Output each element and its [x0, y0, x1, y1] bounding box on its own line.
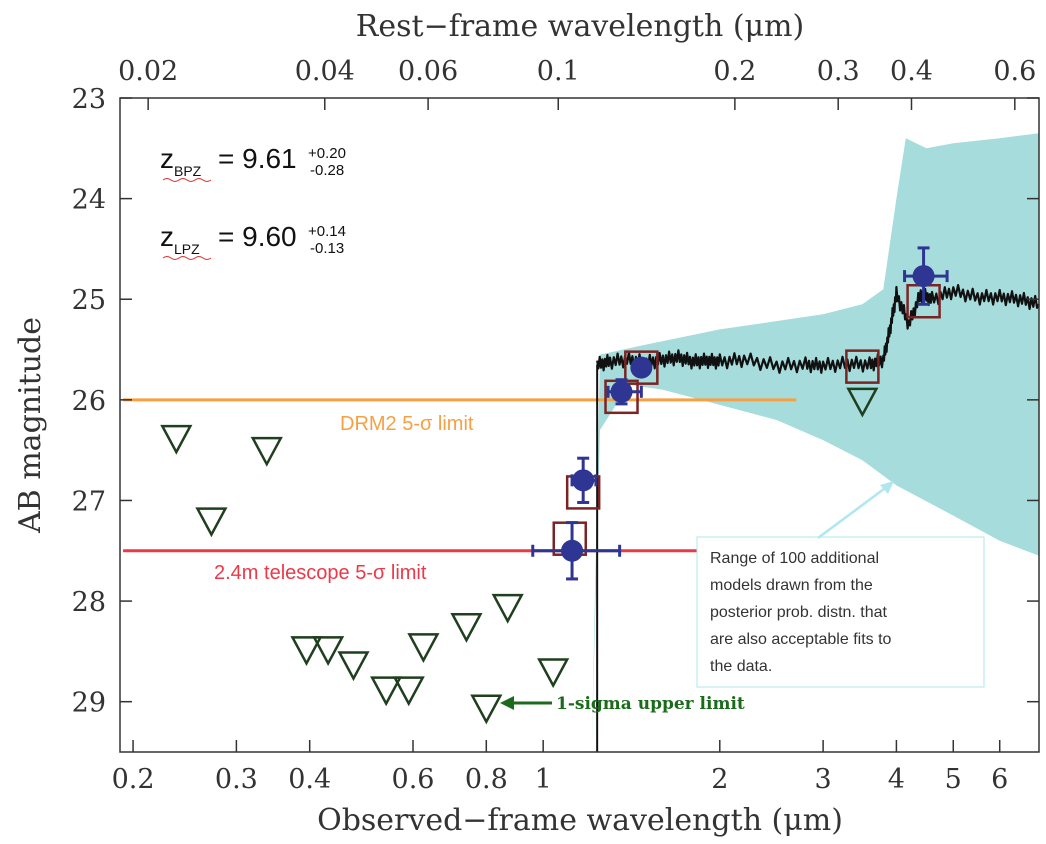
upper-limit-triangle-11 [491, 593, 524, 624]
detection-0 [531, 521, 622, 581]
model-range-band [591, 133, 1039, 752]
upper-limit-markers [160, 387, 879, 725]
model-photometry-square-3 [624, 350, 659, 385]
y-tick-label-5: 28 [72, 587, 106, 618]
x-tick-label-5: 1 [535, 764, 552, 795]
callout-arrow-head [880, 481, 894, 494]
y-axis-ticks: 23 24 25 26 27 28 29 [72, 84, 1039, 719]
best-fit-sed-line [596, 284, 1040, 374]
redshift-minus-1: -0.13 [310, 240, 344, 257]
spellcheck-squiggle-0 [162, 178, 212, 182]
upper-limit-triangle-4 [312, 636, 345, 667]
redshift-subscript-0: BPZ [174, 163, 202, 179]
upper-limit-triangle-7 [392, 676, 425, 707]
model-photometry-square-4 [845, 349, 880, 384]
redshift-subscript-1: LPZ [174, 241, 200, 257]
x-tick-label-1: 0.3 [215, 764, 258, 795]
x-tick-label-3: 0.6 [392, 764, 435, 795]
callout-line-4: the data. [710, 658, 772, 675]
upper-limit-triangle-3 [290, 636, 323, 667]
detection-point-3 [630, 356, 653, 379]
x2-tick-label-4: 0.2 [713, 56, 756, 87]
callout-arrow-line [817, 481, 893, 540]
y-tick-label-2: 25 [72, 285, 106, 316]
upper-limit-triangle-9 [450, 612, 483, 643]
upper-limit-triangle-6 [370, 676, 403, 707]
redshift-annotations: z BPZ = 9.61 +0.20-0.28z LPZ = 9.60 +0.14-0.13 [160, 143, 346, 260]
x2-tick-label-2: 0.06 [398, 56, 458, 87]
detection-point-4 [912, 265, 935, 288]
x-tick-label-7: 3 [815, 764, 832, 795]
callout-line-1: models drawn from the [710, 577, 873, 594]
callout-line-3: are also acceptable fits to [710, 631, 892, 648]
x2-tick-label-6: 0.4 [890, 56, 933, 87]
y-axis-title: AB magnitude [13, 317, 48, 534]
y-tick-label-1: 24 [72, 185, 106, 216]
x-tick-label-0: 0.2 [112, 764, 155, 795]
x-tick-label-9: 5 [945, 764, 962, 795]
upper-limit-label: 1-sigma upper limit [556, 694, 745, 714]
x2-tick-label-1: 0.04 [295, 56, 355, 87]
redshift-annotation-0: z BPZ = 9.61 +0.20-0.28 [160, 143, 346, 182]
limit-line-label-1: 2.4m telescope 5-σ limit [214, 562, 427, 584]
x-tick-label-8: 4 [888, 764, 905, 795]
redshift-annotation-1: z LPZ = 9.60 +0.14-0.13 [160, 221, 346, 260]
upper-limit-annotation: 1-sigma upper limit [500, 694, 745, 714]
x-tick-label-2: 0.4 [288, 764, 331, 795]
upper-limit-triangle-13 [846, 387, 879, 418]
x2-axis-ticks: 0.02 0.04 0.06 0.1 0.2 0.3 0.4 0.6 [118, 56, 1036, 110]
callout-line-0: Range of 100 additional [710, 550, 879, 567]
detection-point-0 [561, 539, 584, 562]
limit-line-label-0: DRM2 5-σ limit [340, 413, 474, 435]
x-tick-label-10: 6 [991, 764, 1008, 795]
y-tick-label-4: 27 [72, 486, 106, 517]
redshift-plus-1: +0.14 [308, 223, 346, 240]
x2-tick-label-7: 0.6 [993, 56, 1036, 87]
detection-point-2 [610, 380, 633, 403]
callout: Range of 100 additional models drawn from… [696, 481, 985, 688]
x-axis-title: Observed−frame wavelength (μm) [317, 803, 843, 838]
redshift-value-1: = 9.60 [218, 221, 297, 252]
upper-limit-triangle-5 [337, 651, 370, 682]
x2-axis-title: Rest−frame wavelength (μm) [356, 9, 804, 44]
upper-limit-triangle-12 [537, 658, 570, 689]
upper-limit-triangle-1 [195, 507, 228, 538]
upper-limit-triangle-0 [160, 424, 193, 455]
upper-limit-arrow-head [500, 696, 514, 710]
x2-tick-label-5: 0.3 [817, 56, 860, 87]
callout-box [696, 536, 985, 688]
y-tick-label-3: 26 [72, 386, 106, 417]
limit-lines: DRM2 5-σ limit 2.4m telescope 5-σ limit [123, 398, 797, 584]
redshift-value-0: = 9.61 [218, 143, 297, 174]
upper-limit-triangle-2 [250, 436, 283, 467]
callout-line-2: posterior prob. distn. that [710, 604, 888, 621]
x-tick-label-4: 0.8 [465, 764, 508, 795]
detection-3 [630, 356, 653, 379]
upper-limit-triangle-8 [407, 633, 440, 664]
redshift-symbol-1: z [160, 221, 174, 252]
detection-point-1 [572, 469, 595, 492]
model-range-area [591, 133, 1039, 752]
detection-2 [606, 378, 643, 406]
detection-markers [531, 246, 949, 581]
x-tick-label-6: 2 [711, 764, 728, 795]
x-axis-ticks: 0.2 0.3 0.4 0.6 0.8 1 2 3 4 5 6 [112, 740, 1008, 795]
redshift-minus-0: -0.28 [310, 162, 344, 179]
callout-text: Range of 100 additional models drawn from… [710, 550, 892, 675]
x2-tick-label-3: 0.1 [537, 56, 580, 87]
plot-frame [119, 97, 1040, 753]
x2-tick-label-0: 0.02 [118, 56, 178, 87]
detection-1 [570, 456, 598, 504]
y-tick-label-6: 29 [72, 688, 106, 719]
detection-4 [903, 246, 949, 306]
redshift-symbol-0: z [160, 143, 174, 174]
y-tick-label-0: 23 [72, 84, 106, 115]
upper-limit-triangle-10 [470, 694, 503, 725]
spellcheck-squiggle-1 [162, 256, 212, 260]
redshift-plus-0: +0.20 [308, 145, 346, 162]
